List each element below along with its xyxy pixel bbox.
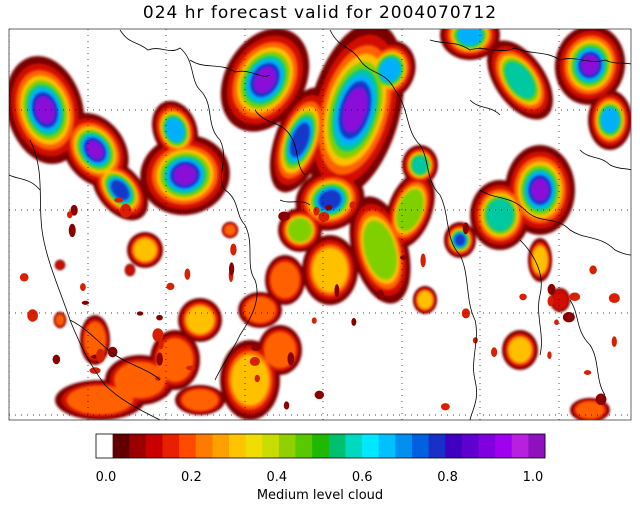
colorbar-cell	[378, 434, 396, 458]
colorbar-cell	[112, 434, 130, 458]
colorbar-cell	[511, 434, 529, 458]
colorbar-cell	[528, 434, 546, 458]
colorbar-frame	[95, 433, 546, 459]
colorbar-cell	[495, 434, 513, 458]
colorbar-cell	[245, 434, 263, 458]
colorbar-cell	[229, 434, 247, 458]
colorbar-cell	[478, 434, 496, 458]
colorbar-cell	[312, 434, 330, 458]
colorbar-tick-label: 0.6	[351, 470, 373, 485]
colorbar-cell	[195, 434, 213, 458]
colorbar-cell	[295, 434, 313, 458]
colorbar-tick-label: 0.4	[266, 470, 288, 485]
colorbar-cell	[129, 434, 147, 458]
colorbar-cell	[145, 434, 163, 458]
colorbar-cell	[212, 434, 230, 458]
colorbar-cell	[345, 434, 363, 458]
coastlines	[9, 29, 631, 420]
colorbar-tick-label: 0.8	[437, 470, 458, 485]
colorbar-cell	[445, 434, 463, 458]
colorbar-cell	[428, 434, 446, 458]
colorbar-cell	[162, 434, 180, 458]
colorbar-cell	[262, 434, 280, 458]
colorbar-cell	[362, 434, 380, 458]
colorbar-cell	[278, 434, 296, 458]
colorbar-cell	[461, 434, 479, 458]
map-title: 024 hr forecast valid for 2004070712	[142, 3, 498, 23]
colorbar-cell	[179, 434, 197, 458]
colorbar-tick-label: 0.2	[181, 470, 202, 485]
colorbar-tick-label: 1.0	[522, 470, 544, 485]
colorbar-cell	[411, 434, 429, 458]
colorbar-cell	[395, 434, 413, 458]
colorbar-label: Medium level cloud	[256, 488, 384, 503]
cloud-field	[9, 29, 631, 420]
colorbar-tick-label: 0.0	[95, 470, 117, 485]
colorbar-cell	[96, 434, 114, 458]
colorbar-cell	[328, 434, 346, 458]
